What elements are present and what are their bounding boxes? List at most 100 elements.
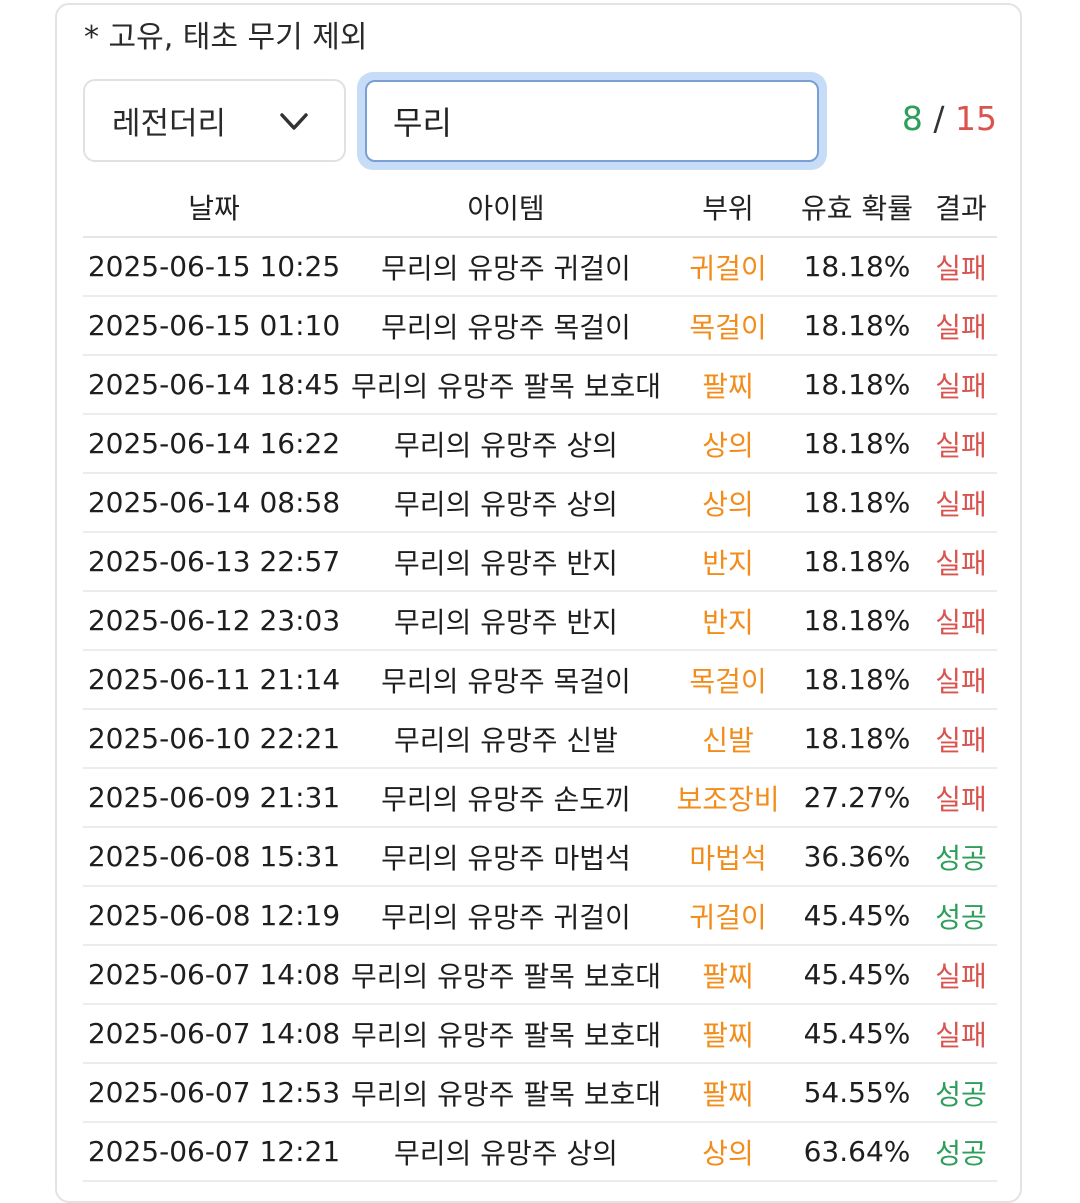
probability-cell: 18.18% <box>789 296 925 356</box>
rarity-select-value: 레전더리 <box>112 106 227 142</box>
probability-cell: 18.18% <box>789 591 925 651</box>
item-cell: 무리의 유망주 목걸이 <box>345 650 667 710</box>
part-cell: 상의 <box>667 414 789 474</box>
result-cell: 실패 <box>925 1004 997 1064</box>
table-row: 2025-06-07 14:08 무리의 유망주 팔목 보호대 팔찌 45.45% 실패 <box>83 1004 997 1064</box>
item-cell: 무리의 유망주 귀걸이 <box>345 886 667 946</box>
date-cell: 2025-06-07 14:08 <box>83 1004 345 1064</box>
result-cell: 실패 <box>925 473 997 533</box>
part-cell: 팔찌 <box>667 945 789 1005</box>
part-cell: 귀걸이 <box>667 886 789 946</box>
date-cell: 2025-06-07 14:08 <box>83 945 345 1005</box>
table-row: 2025-06-14 08:58 무리의 유망주 상의 상의 18.18% 실패 <box>83 473 997 533</box>
result-cell: 성공 <box>925 827 997 887</box>
exclusion-note: * 고유, 태초 무기 제외 <box>84 20 368 55</box>
table-row: 2025-06-07 12:21 무리의 유망주 상의 상의 63.64% 성공 <box>83 1122 997 1182</box>
item-cell: 무리의 유망주 팔목 보호대 <box>345 1063 667 1123</box>
date-cell: 2025-06-11 21:14 <box>83 650 345 710</box>
date-cell: 2025-06-07 12:21 <box>83 1122 345 1182</box>
probability-cell: 18.18% <box>789 709 925 769</box>
part-cell: 귀걸이 <box>667 237 789 297</box>
result-cell: 실패 <box>925 532 997 592</box>
table-row: 2025-06-07 14:08 무리의 유망주 팔목 보호대 팔찌 45.45% 실패 <box>83 945 997 1005</box>
item-cell: 무리의 유망주 귀걸이 <box>345 237 667 297</box>
result-cell: 실패 <box>925 355 997 415</box>
date-cell: 2025-06-08 12:19 <box>83 886 345 946</box>
probability-cell: 63.64% <box>789 1122 925 1182</box>
part-cell: 팔찌 <box>667 1063 789 1123</box>
probability-cell: 45.45% <box>789 886 925 946</box>
probability-cell: 18.18% <box>789 237 925 297</box>
chevron-down-icon <box>280 113 308 130</box>
rarity-select[interactable]: 레전더리 <box>83 79 346 162</box>
item-cell: 무리의 유망주 손도끼 <box>345 768 667 828</box>
date-cell: 2025-06-15 10:25 <box>83 237 345 297</box>
item-cell: 무리의 유망주 상의 <box>345 1122 667 1182</box>
item-cell: 무리의 유망주 신발 <box>345 709 667 769</box>
probability-cell: 54.55% <box>789 1063 925 1123</box>
date-cell: 2025-06-14 18:45 <box>83 355 345 415</box>
part-cell: 보조장비 <box>667 768 789 828</box>
part-cell: 상의 <box>667 1122 789 1182</box>
date-cell: 2025-06-10 22:21 <box>83 709 345 769</box>
result-cell: 실패 <box>925 237 997 297</box>
date-cell: 2025-06-15 01:10 <box>83 296 345 356</box>
date-cell: 2025-06-13 22:57 <box>83 532 345 592</box>
probability-cell: 36.36% <box>789 827 925 887</box>
table-row: 2025-06-10 22:21 무리의 유망주 신발 신발 18.18% 실패 <box>83 709 997 769</box>
item-cell: 무리의 유망주 반지 <box>345 532 667 592</box>
date-cell: 2025-06-14 16:22 <box>83 414 345 474</box>
success-count: 8 <box>901 99 923 138</box>
result-cell: 실패 <box>925 414 997 474</box>
result-cell: 성공 <box>925 886 997 946</box>
search-focus-ring <box>357 72 827 170</box>
probability-cell: 18.18% <box>789 355 925 415</box>
column-header-date: 날짜 <box>83 178 345 238</box>
result-cell: 성공 <box>925 1063 997 1123</box>
item-cell: 무리의 유망주 상의 <box>345 414 667 474</box>
result-cell: 실패 <box>925 945 997 1005</box>
part-cell: 반지 <box>667 591 789 651</box>
probability-cell: 18.18% <box>789 414 925 474</box>
item-cell: 무리의 유망주 팔목 보호대 <box>345 945 667 1005</box>
item-cell: 무리의 유망주 팔목 보호대 <box>345 355 667 415</box>
history-table: 날짜 아이템 부위 유효 확률 결과 2025-06-15 10:25 무리의 유… <box>83 178 997 1182</box>
probability-cell: 27.27% <box>789 768 925 828</box>
table-row: 2025-06-07 12:53 무리의 유망주 팔목 보호대 팔찌 54.55% 성공 <box>83 1063 997 1123</box>
table-row: 2025-06-15 01:10 무리의 유망주 목걸이 목걸이 18.18% 실패 <box>83 296 997 356</box>
table-row: 2025-06-15 10:25 무리의 유망주 귀걸이 귀걸이 18.18% 실패 <box>83 237 997 297</box>
result-cell: 실패 <box>925 650 997 710</box>
column-header-result: 결과 <box>925 178 997 238</box>
item-cell: 무리의 유망주 마법석 <box>345 827 667 887</box>
date-cell: 2025-06-14 08:58 <box>83 473 345 533</box>
success-counter: 8 / 15 <box>902 96 997 142</box>
probability-cell: 18.18% <box>789 532 925 592</box>
date-cell: 2025-06-07 12:53 <box>83 1063 345 1123</box>
item-cell: 무리의 유망주 반지 <box>345 591 667 651</box>
search-input[interactable] <box>365 80 819 162</box>
probability-cell: 45.45% <box>789 1004 925 1064</box>
part-cell: 상의 <box>667 473 789 533</box>
table-row: 2025-06-12 23:03 무리의 유망주 반지 반지 18.18% 실패 <box>83 591 997 651</box>
date-cell: 2025-06-12 23:03 <box>83 591 345 651</box>
table-row: 2025-06-13 22:57 무리의 유망주 반지 반지 18.18% 실패 <box>83 532 997 592</box>
probability-cell: 18.18% <box>789 650 925 710</box>
item-cell: 무리의 유망주 목걸이 <box>345 296 667 356</box>
date-cell: 2025-06-08 15:31 <box>83 827 345 887</box>
part-cell: 마법석 <box>667 827 789 887</box>
table-row: 2025-06-09 21:31 무리의 유망주 손도끼 보조장비 27.27% 실패 <box>83 768 997 828</box>
part-cell: 반지 <box>667 532 789 592</box>
result-cell: 성공 <box>925 1122 997 1182</box>
probability-cell: 45.45% <box>789 945 925 1005</box>
table-row: 2025-06-08 12:19 무리의 유망주 귀걸이 귀걸이 45.45% 성공 <box>83 886 997 946</box>
result-cell: 실패 <box>925 709 997 769</box>
counter-separator: / <box>922 99 955 138</box>
table-row: 2025-06-14 16:22 무리의 유망주 상의 상의 18.18% 실패 <box>83 414 997 474</box>
part-cell: 신발 <box>667 709 789 769</box>
column-header-item: 아이템 <box>345 178 667 238</box>
total-count: 15 <box>955 99 997 138</box>
part-cell: 팔찌 <box>667 1004 789 1064</box>
result-cell: 실패 <box>925 768 997 828</box>
result-cell: 실패 <box>925 591 997 651</box>
table-row: 2025-06-11 21:14 무리의 유망주 목걸이 목걸이 18.18% 실패 <box>83 650 997 710</box>
